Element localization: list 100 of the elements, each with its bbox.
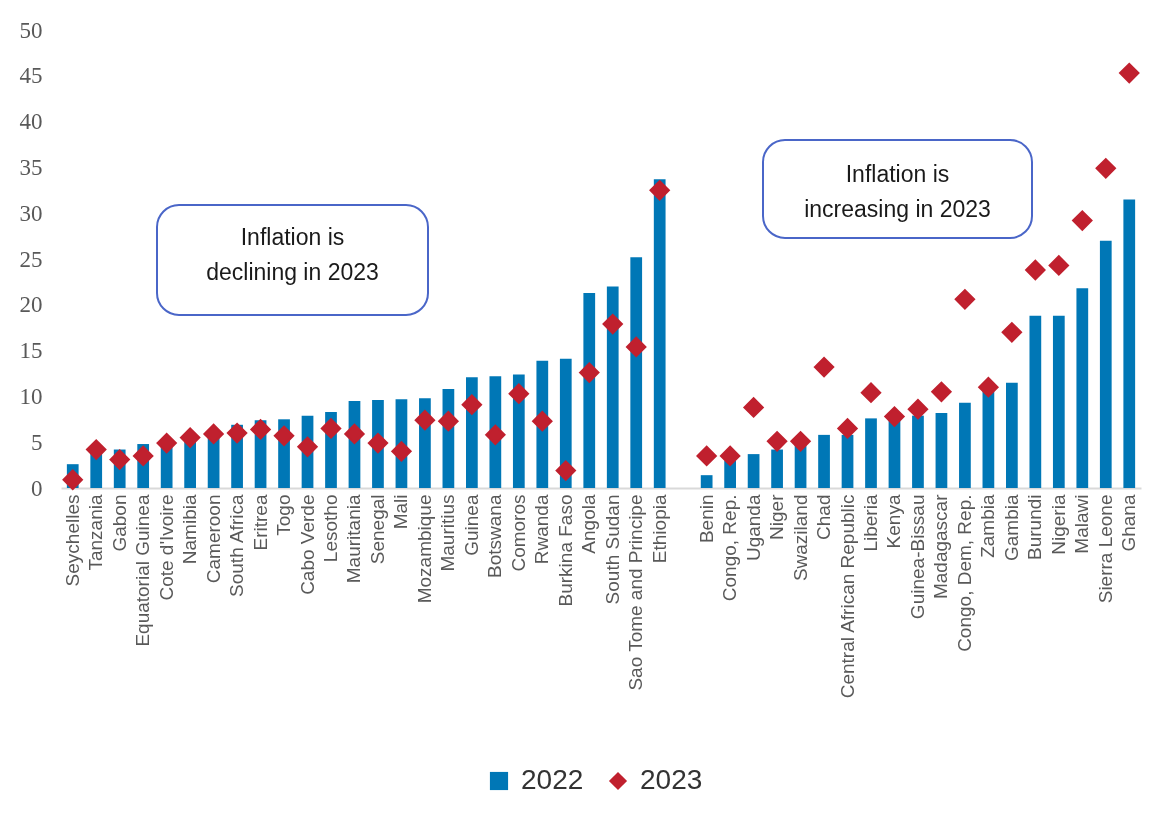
x-tick-label: Guinea — [460, 494, 482, 556]
point — [1072, 210, 1093, 231]
x-tick-label: Kenya — [883, 494, 905, 549]
bar — [771, 449, 783, 488]
y-tick-label: 20 — [19, 292, 43, 318]
bar — [747, 454, 760, 488]
point — [391, 441, 412, 462]
y-tick-label: 25 — [19, 246, 43, 272]
x-tick-label: Burundi — [1024, 494, 1046, 560]
bar — [700, 475, 713, 488]
y-tick-label: 30 — [19, 200, 43, 226]
bar — [818, 434, 830, 488]
point — [649, 180, 670, 201]
point — [1048, 255, 1070, 276]
point — [532, 410, 553, 432]
point — [438, 410, 459, 432]
x-tick-label: Liberia — [860, 494, 881, 552]
point — [367, 432, 389, 454]
point — [790, 431, 811, 452]
bar — [959, 402, 971, 488]
x-tick-label: Mali — [390, 494, 412, 530]
point — [273, 425, 295, 447]
x-tick-label: Sao Tome and Principe — [625, 494, 647, 691]
point — [579, 362, 600, 383]
point — [1025, 259, 1046, 281]
y-tick-label: 10 — [19, 383, 43, 409]
bar — [653, 179, 666, 488]
point — [414, 410, 436, 431]
point — [696, 445, 717, 467]
x-tick-label: Seychelles — [61, 494, 83, 587]
x-tick-label: Botswana — [484, 494, 506, 578]
annotation: Inflation is increasing in 2023 — [804, 161, 991, 222]
point — [485, 424, 506, 446]
x-tick-label: Ethiopia — [648, 494, 670, 564]
point — [884, 406, 905, 427]
y-tick-label: 35 — [19, 154, 43, 180]
bar — [606, 286, 619, 488]
point — [555, 460, 576, 481]
x-tick-label: Niger — [766, 493, 788, 540]
point — [719, 445, 741, 467]
y-tick-label: 50 — [19, 17, 43, 43]
point — [931, 381, 952, 403]
x-tick-label: Angola — [578, 494, 600, 554]
x-tick-label: Swaziland — [789, 494, 811, 582]
point — [978, 377, 999, 398]
x-tick-label: Mauritius — [437, 494, 459, 572]
point — [1119, 62, 1140, 84]
bar — [1029, 315, 1042, 488]
x-tick-label: Zambia — [977, 494, 999, 558]
y-tick-label: 40 — [19, 109, 43, 135]
point — [766, 431, 788, 452]
x-tick-label: Mozambique — [413, 494, 435, 604]
x-tick-label: Eritrea — [249, 494, 271, 551]
x-tick-label: Nigeria — [1047, 494, 1069, 555]
point — [226, 422, 248, 444]
point — [743, 397, 764, 418]
x-tick-label: Mauritania — [343, 494, 365, 584]
point — [250, 419, 271, 440]
point — [508, 383, 530, 404]
x-tick-label: Guinea-Bissau — [906, 494, 928, 620]
point — [344, 423, 365, 445]
x-tick-label: Sierra Leone — [1094, 494, 1116, 604]
point — [907, 399, 929, 420]
x-tick-label: Malawi — [1071, 494, 1093, 554]
point — [626, 336, 647, 358]
point — [203, 423, 224, 445]
bar — [912, 415, 924, 488]
x-tick-label: Central African Republic — [836, 494, 858, 699]
x-tick-label: Burkina Faso — [554, 494, 576, 607]
legend-label: 2023 — [640, 764, 703, 795]
point — [837, 418, 858, 439]
x-tick-label: Chad — [813, 494, 835, 540]
x-tick-label: Cote d'Ivoire — [155, 494, 177, 601]
y-tick-label: 0 — [31, 475, 43, 501]
point — [156, 432, 177, 454]
x-tick-label: Ghana — [1118, 494, 1140, 552]
bar — [1099, 240, 1112, 488]
y-tick-label: 15 — [19, 338, 43, 364]
point — [320, 418, 342, 439]
bar — [1006, 382, 1018, 488]
x-tick-label: Cameroon — [202, 494, 224, 584]
x-tick-label: Namibia — [179, 494, 201, 565]
x-tick-label: Equatorial Guinea — [132, 494, 154, 647]
x-tick-label: Gabon — [108, 494, 130, 552]
x-tick-label: Madagascar — [930, 493, 952, 600]
y-tick-label: 45 — [19, 63, 43, 89]
point — [297, 436, 318, 457]
point — [179, 427, 201, 448]
x-tick-label: Benin — [695, 494, 717, 544]
x-tick-label: South Africa — [226, 494, 248, 597]
x-tick-label: Rwanda — [531, 494, 553, 565]
x-tick-label: Congo, Rep. — [719, 494, 741, 602]
bar — [1052, 315, 1065, 488]
x-tick-label: Lesotho — [320, 494, 341, 563]
point — [109, 449, 130, 470]
x-tick-label: Senegal — [366, 494, 388, 565]
bar — [865, 418, 877, 488]
bar — [1123, 199, 1136, 488]
bar — [630, 257, 643, 488]
point — [1095, 158, 1116, 179]
